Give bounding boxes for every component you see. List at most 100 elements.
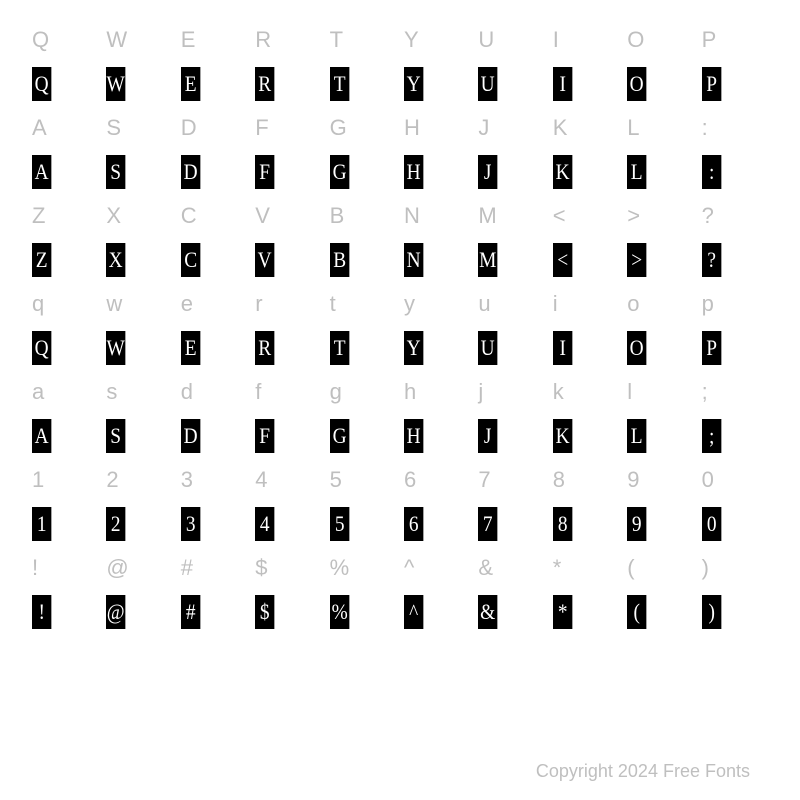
charmap-glyph: Q [32, 331, 51, 365]
charmap-glyph: I [553, 67, 572, 101]
charmap-glyph: F [255, 419, 274, 453]
charmap-key: & [474, 555, 548, 581]
charmap-glyph: U [478, 331, 497, 365]
charmap-key: I [549, 27, 623, 53]
charmap-key: d [177, 379, 251, 405]
charmap-glyph-cell: S [102, 155, 176, 189]
charmap-glyph: W [106, 331, 125, 365]
charmap-glyph: N [404, 243, 423, 277]
charmap-glyph: S [106, 155, 125, 189]
charmap-glyph-cell: 8 [549, 507, 623, 541]
charmap-glyph-cell: D [177, 155, 251, 189]
charmap-glyph: $ [255, 595, 274, 629]
charmap-glyph-cell: : [698, 155, 772, 189]
charmap-key: p [698, 291, 772, 317]
charmap-glyph-cell: 5 [326, 507, 400, 541]
charmap-key: U [474, 27, 548, 53]
charmap-glyph-cell: V [251, 243, 325, 277]
charmap-glyph: G [330, 155, 349, 189]
charmap-key: Z [28, 203, 102, 229]
charmap-glyph-cell: Q [28, 331, 102, 365]
charmap-glyph-cell: R [251, 331, 325, 365]
copyright-text: Copyright 2024 Free Fonts [536, 761, 750, 782]
charmap-key: 7 [474, 467, 548, 493]
charmap-glyph-cell: 6 [400, 507, 474, 541]
charmap-glyph-cell: X [102, 243, 176, 277]
charmap-glyph-cell: > [623, 243, 697, 277]
charmap-glyph-cell: 7 [474, 507, 548, 541]
charmap-glyph-cell: B [326, 243, 400, 277]
charmap-glyph-cell: T [326, 67, 400, 101]
charmap-glyph: R [255, 67, 274, 101]
charmap-glyph-cell: U [474, 331, 548, 365]
charmap-glyph: E [181, 331, 200, 365]
charmap-glyph: 2 [106, 507, 125, 541]
charmap-glyph-cell: P [698, 67, 772, 101]
charmap-key: 2 [102, 467, 176, 493]
charmap-glyph: 0 [702, 507, 721, 541]
charmap-glyph-cell: A [28, 419, 102, 453]
charmap-glyph-cell: N [400, 243, 474, 277]
charmap-key: ) [698, 555, 772, 581]
charmap-glyph: H [404, 419, 423, 453]
charmap-glyph: : [702, 155, 721, 189]
charmap-key: T [326, 27, 400, 53]
charmap-glyph: I [553, 331, 572, 365]
charmap-key: u [474, 291, 548, 317]
charmap-glyph: 7 [478, 507, 497, 541]
charmap-glyph: D [181, 419, 200, 453]
charmap-key: G [326, 115, 400, 141]
charmap-glyph-cell: I [549, 67, 623, 101]
charmap-glyph-cell: Y [400, 67, 474, 101]
charmap-key: E [177, 27, 251, 53]
charmap-glyph: V [255, 243, 274, 277]
charmap-glyph: ^ [404, 595, 423, 629]
charmap-key: r [251, 291, 325, 317]
charmap-glyph-cell: Q [28, 67, 102, 101]
charmap-key: 6 [400, 467, 474, 493]
charmap-glyph: K [553, 419, 572, 453]
charmap-glyph: S [106, 419, 125, 453]
charmap-key: a [28, 379, 102, 405]
charmap-glyph-cell: W [102, 67, 176, 101]
charmap-glyph: 3 [181, 507, 200, 541]
charmap-glyph-cell: W [102, 331, 176, 365]
charmap-glyph-cell: A [28, 155, 102, 189]
charmap-glyph: ; [702, 419, 721, 453]
charmap-key: K [549, 115, 623, 141]
charmap-key: R [251, 27, 325, 53]
charmap-glyph-cell: & [474, 595, 548, 629]
charmap-glyph: A [32, 419, 51, 453]
charmap-glyph-cell: G [326, 155, 400, 189]
charmap-glyph-cell: E [177, 67, 251, 101]
charmap-key: 4 [251, 467, 325, 493]
charmap-glyph: J [478, 419, 497, 453]
charmap-glyph: 6 [404, 507, 423, 541]
charmap-glyph-cell: @ [102, 595, 176, 629]
charmap-glyph-cell: $ [251, 595, 325, 629]
charmap-glyph: @ [106, 595, 125, 629]
charmap-glyph: O [627, 67, 646, 101]
charmap-key: 8 [549, 467, 623, 493]
charmap-glyph: P [702, 331, 721, 365]
charmap-glyph: R [255, 331, 274, 365]
charmap-key: t [326, 291, 400, 317]
charmap-glyph-cell: O [623, 67, 697, 101]
charmap-glyph: 1 [32, 507, 51, 541]
charmap-glyph: & [478, 595, 497, 629]
charmap-glyph-cell: F [251, 155, 325, 189]
charmap-glyph-cell: % [326, 595, 400, 629]
charmap-key: y [400, 291, 474, 317]
charmap-glyph-cell: J [474, 155, 548, 189]
charmap-key: J [474, 115, 548, 141]
charmap-glyph: P [702, 67, 721, 101]
charmap-glyph-cell: P [698, 331, 772, 365]
charmap-key: $ [251, 555, 325, 581]
charmap-glyph-cell: * [549, 595, 623, 629]
charmap-glyph-cell: I [549, 331, 623, 365]
charmap-glyph: Z [32, 243, 51, 277]
charmap-glyph: < [553, 243, 572, 277]
charmap-glyph: M [478, 243, 497, 277]
charmap-key: P [698, 27, 772, 53]
charmap-glyph-cell: 2 [102, 507, 176, 541]
